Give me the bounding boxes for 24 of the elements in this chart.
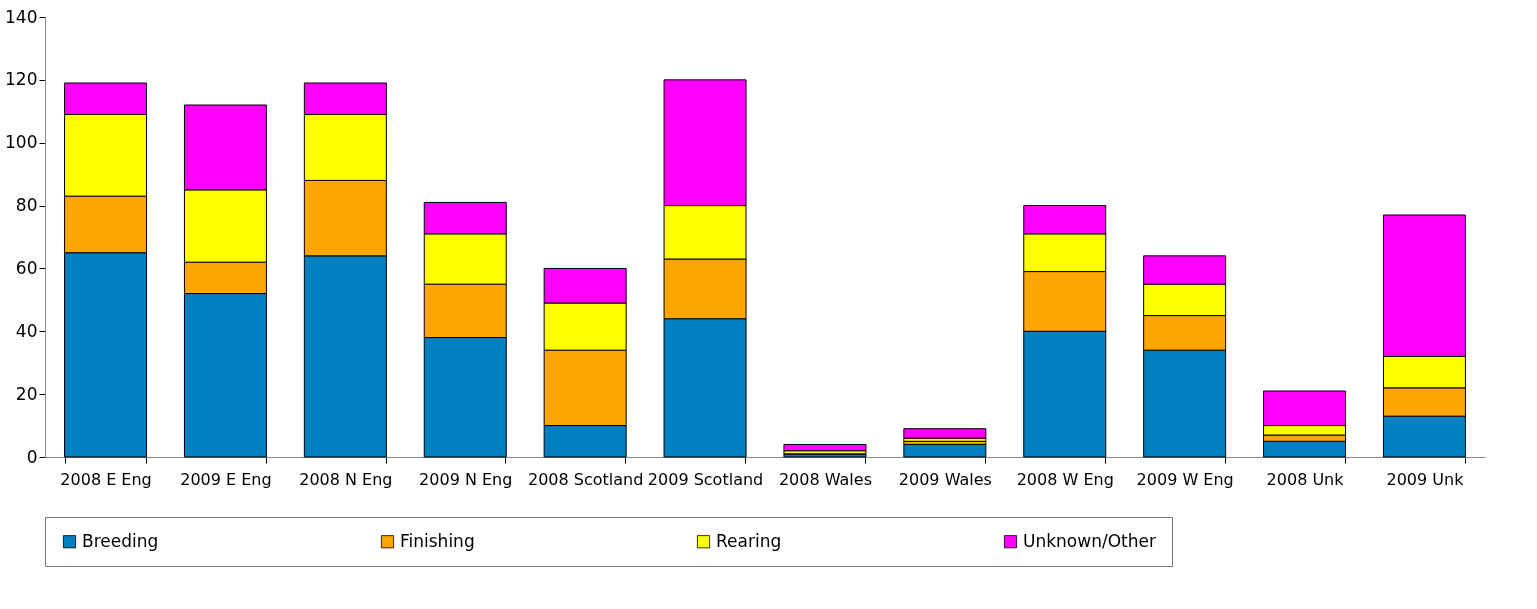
- y-tick-label: 0: [26, 446, 38, 467]
- x-tick-label: 2008 N Eng: [299, 469, 393, 489]
- legend-label: Breeding: [82, 530, 159, 551]
- x-tick-label: 2008 W Eng: [1016, 469, 1114, 489]
- y-tick-label: 20: [15, 383, 38, 404]
- x-tick-label: 2009 E Eng: [180, 469, 272, 489]
- x-tick-label: 2009 Scotland: [647, 469, 764, 489]
- legend-label: Finishing: [400, 530, 475, 551]
- legend-label: Rearing: [716, 530, 782, 551]
- y-tick-label: 40: [15, 320, 38, 341]
- x-tick-label: 2008 Unk: [1266, 469, 1345, 489]
- y-tick-label: 140: [5, 6, 38, 27]
- x-tick-label: 2009 N Eng: [419, 469, 513, 489]
- x-tick-label: 2008 Scotland: [527, 469, 644, 489]
- y-tick-label: 80: [15, 195, 38, 216]
- y-tick-label: 120: [5, 69, 38, 90]
- x-tick-label: 2008 Wales: [778, 469, 872, 489]
- x-tick-label: 2009 Wales: [898, 469, 992, 489]
- y-tick-label: 60: [15, 257, 38, 278]
- legend-label: Unknown/Other: [1023, 530, 1156, 551]
- x-tick-label: 2008 E Eng: [60, 469, 152, 489]
- y-tick-label: 100: [5, 132, 38, 153]
- x-tick-label: 2009 W Eng: [1136, 469, 1234, 489]
- x-tick-label: 2009 Unk: [1386, 469, 1465, 489]
